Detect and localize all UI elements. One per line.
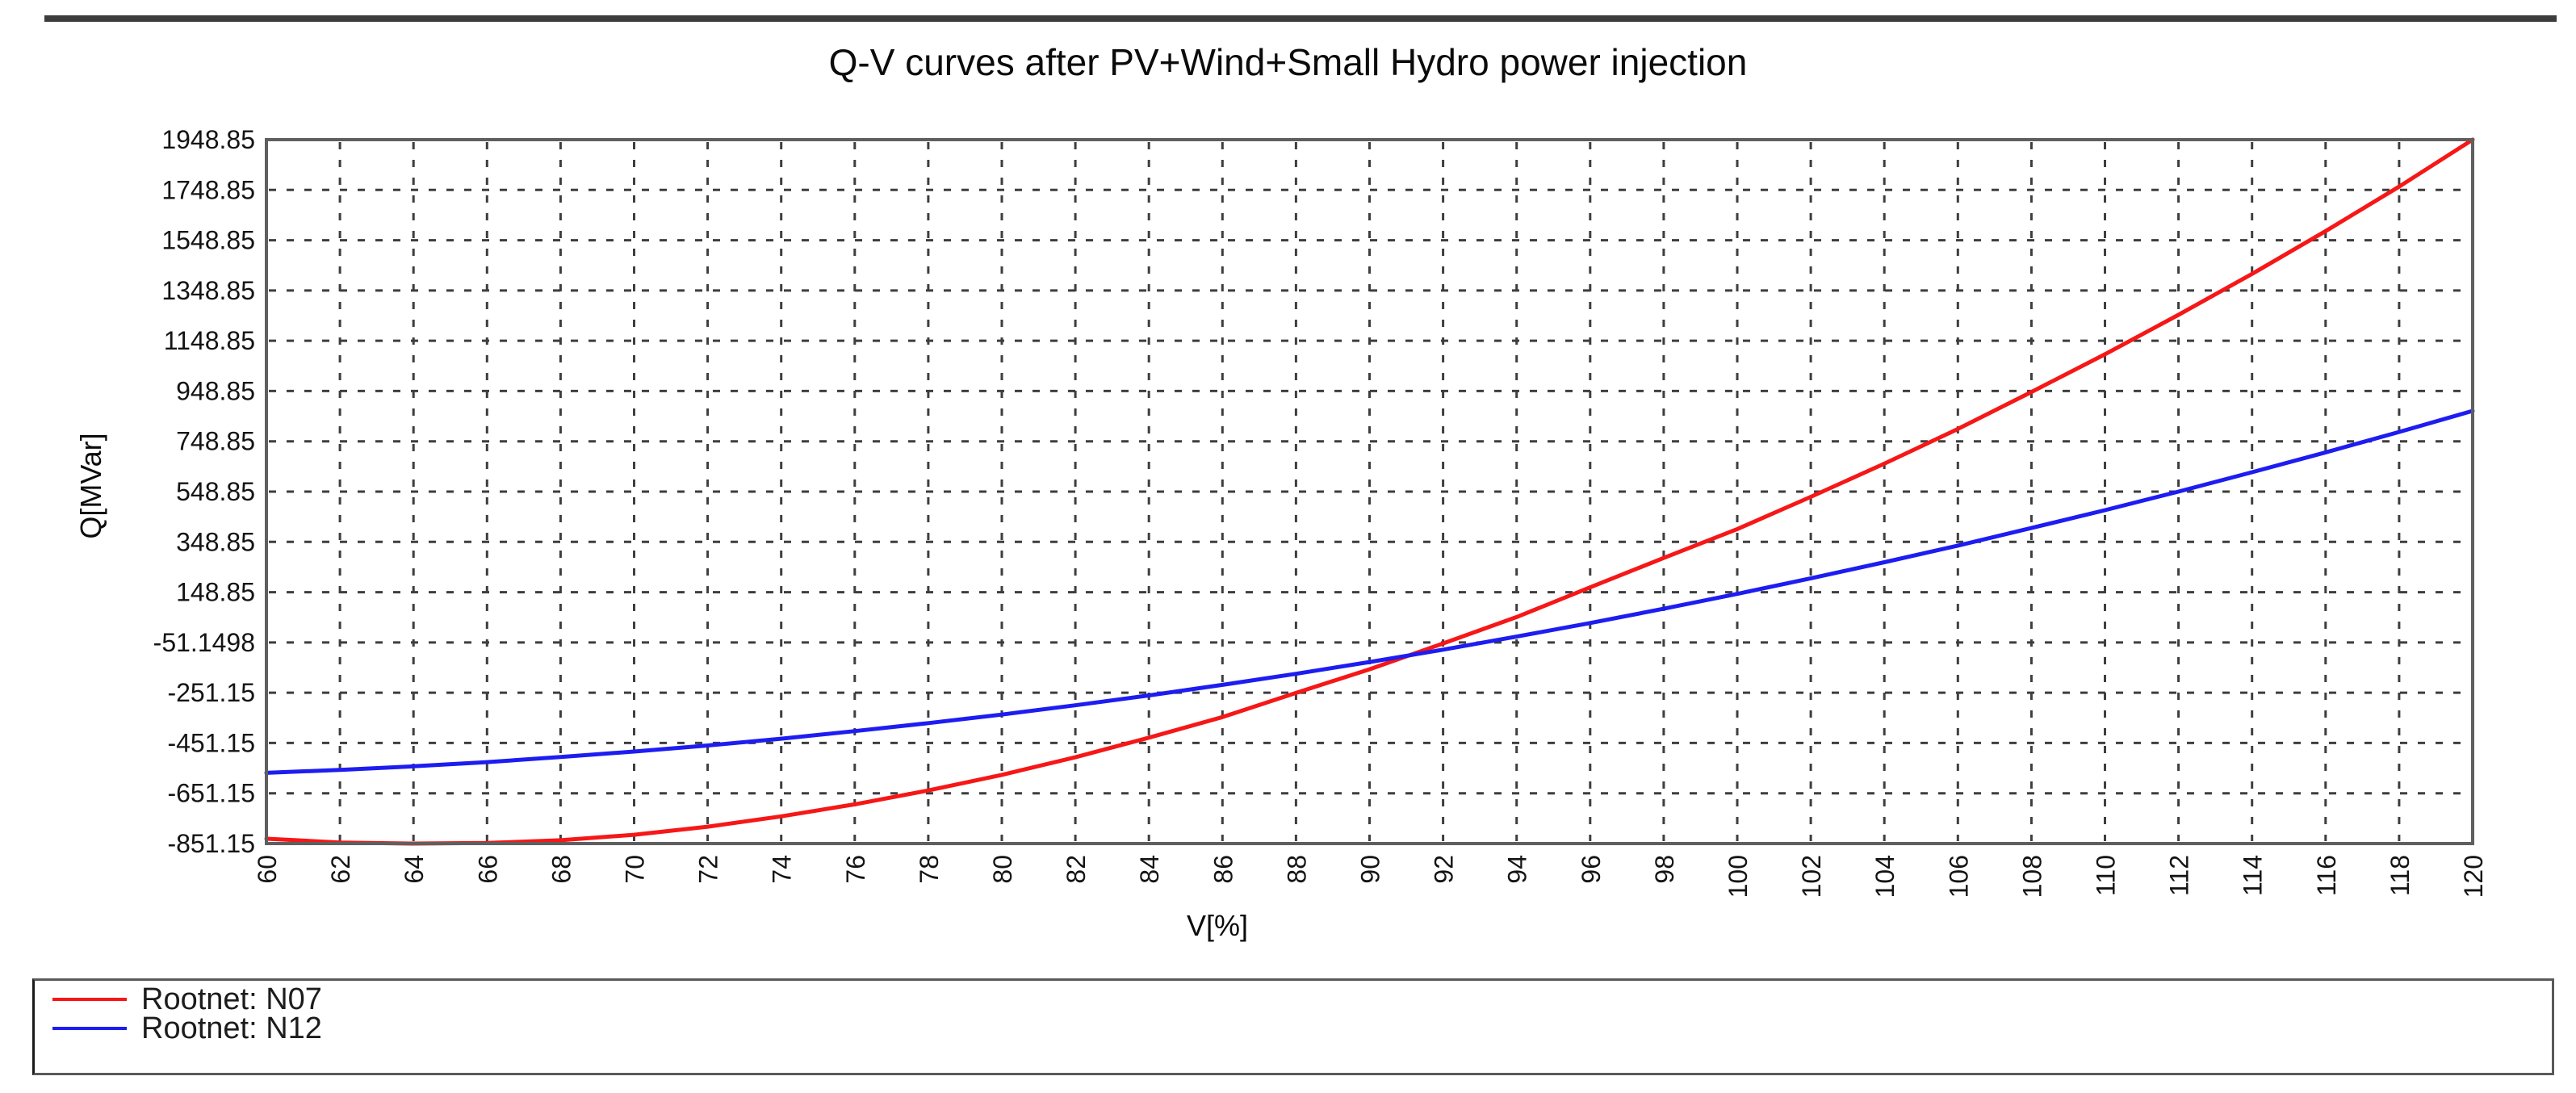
chart-title: Q-V curves after PV+Wind+Small Hydro pow…: [828, 41, 1748, 83]
series-line-rootnet-n12: [264, 408, 2475, 775]
legend-item-label: Rootnet: N12: [141, 1011, 322, 1045]
y-tick-label: 1348.85: [161, 276, 255, 305]
y-tick-label: 748.85: [176, 427, 255, 456]
y-tick-label: 1148.85: [164, 326, 255, 355]
legend-item-label: Rootnet: N07: [141, 982, 322, 1016]
x-tick-label: 72: [694, 855, 723, 884]
x-tick-label: 70: [621, 855, 650, 884]
x-tick-label: 64: [400, 855, 429, 884]
x-tick-label: 78: [915, 855, 944, 884]
x-tick-label: 62: [326, 855, 355, 884]
x-tick-label: 112: [2165, 855, 2194, 896]
y-axis-title: Q[MVar]: [74, 433, 107, 539]
x-tick-label: 84: [1135, 855, 1164, 884]
y-tick-label: -851.15: [167, 829, 255, 858]
legend-line-sample: [52, 998, 127, 1001]
x-tick-label: 120: [2459, 855, 2488, 898]
x-tick-label: 82: [1062, 855, 1091, 884]
x-tick-label: 102: [1797, 855, 1826, 898]
legend-line-sample: [52, 1027, 127, 1030]
x-tick-label: 110: [2092, 855, 2121, 896]
y-tick-label: 1948.85: [161, 125, 255, 154]
x-tick-label: 86: [1208, 855, 1238, 884]
x-tick-label: 80: [988, 855, 1017, 884]
x-axis-title: V[%]: [1186, 909, 1249, 942]
x-tick-label: 116: [2312, 855, 2341, 896]
series-line-rootnet-n07: [264, 137, 2475, 846]
x-tick-label: 114: [2239, 855, 2268, 896]
y-tick-label: 948.85: [176, 376, 255, 405]
y-tick-label: 548.85: [176, 477, 255, 506]
x-tick-label: 96: [1577, 855, 1606, 884]
page-top-border: [44, 15, 2557, 22]
x-tick-label: 76: [841, 855, 870, 884]
x-tick-label: 68: [547, 855, 576, 884]
y-tick-label: 148.85: [176, 578, 255, 607]
y-tick-label: 1548.85: [161, 226, 255, 255]
y-tick-label: 1748.85: [161, 175, 255, 204]
y-tick-label: 348.85: [176, 527, 255, 556]
x-tick-label: 104: [1870, 855, 1900, 898]
legend-box: Rootnet: N07 Rootnet: N12: [32, 978, 2554, 1075]
x-tick-label: 108: [2017, 855, 2046, 898]
x-tick-label: 100: [1724, 855, 1753, 898]
x-tick-label: 66: [473, 855, 502, 884]
y-tick-label: -51.1498: [153, 628, 255, 657]
x-tick-label: 94: [1503, 855, 1532, 884]
x-tick-label: 92: [1430, 855, 1459, 884]
x-tick-label: 88: [1282, 855, 1311, 884]
y-tick-label: -251.15: [167, 678, 255, 707]
y-tick-label: -651.15: [167, 779, 255, 808]
x-tick-label: 74: [768, 855, 797, 884]
legend-item: Rootnet: N07: [35, 982, 2552, 1016]
x-tick-label: 98: [1650, 855, 1679, 884]
x-tick-label: 60: [253, 855, 282, 884]
x-tick-label: 90: [1356, 855, 1385, 884]
y-tick-label: -451.15: [167, 728, 255, 757]
legend-item: Rootnet: N12: [35, 1011, 2552, 1045]
plot-border: [265, 138, 2474, 845]
x-tick-label: 118: [2385, 855, 2415, 896]
x-tick-label: 106: [1944, 855, 1973, 898]
